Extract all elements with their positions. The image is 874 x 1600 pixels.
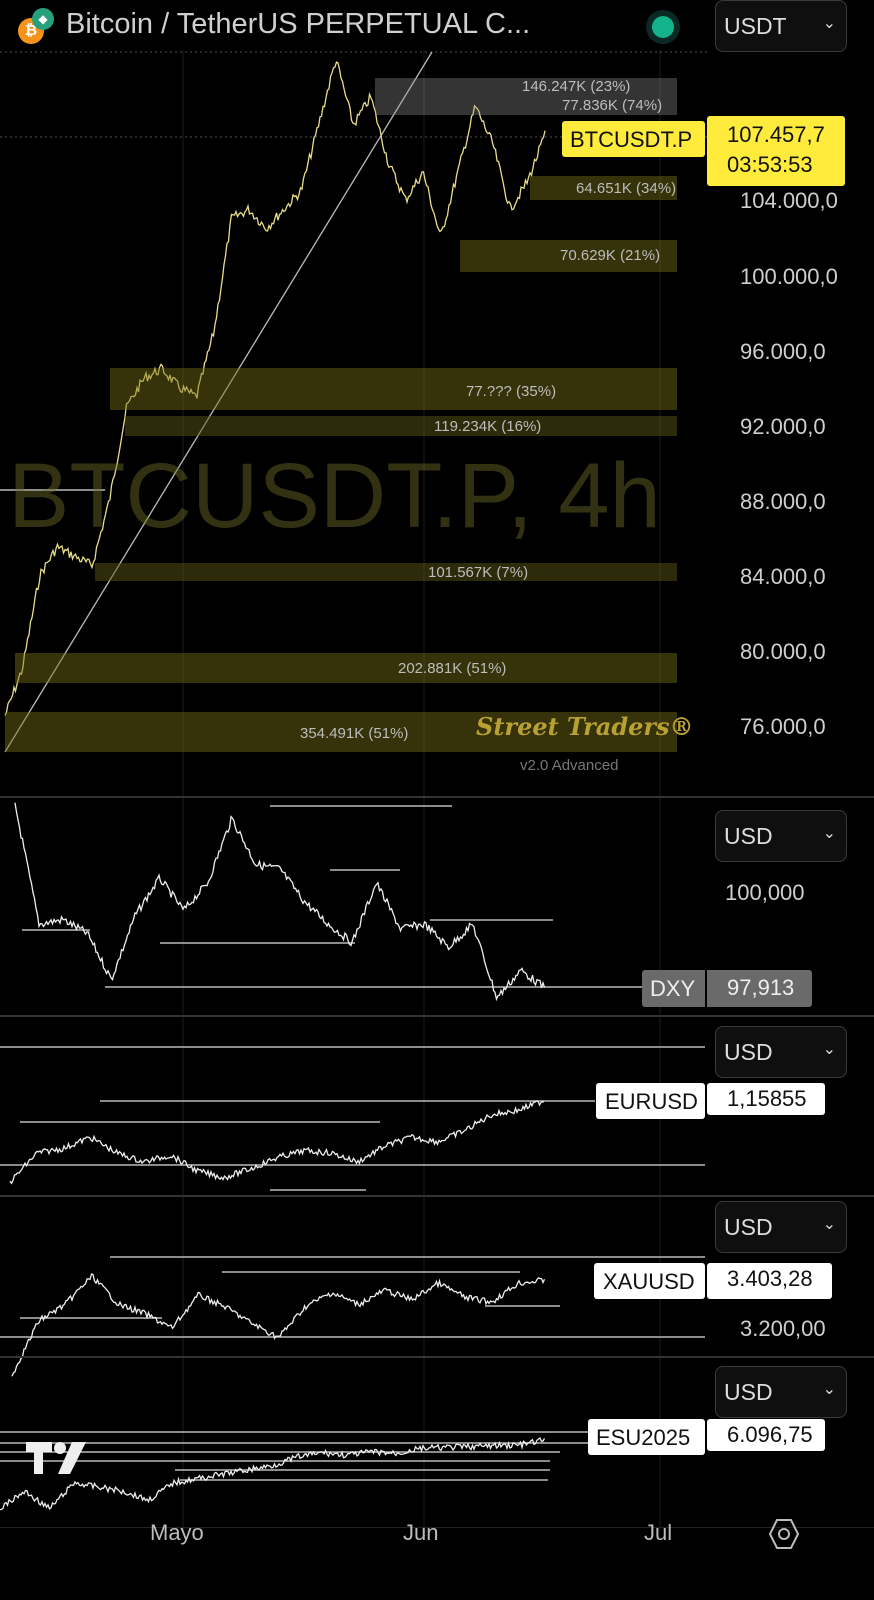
volume-zone <box>15 653 677 683</box>
price-axis-label: 88.000,0 <box>740 489 826 514</box>
currency-value: USD <box>724 1214 773 1240</box>
currency-select[interactable]: USD ⌄ <box>715 1201 847 1253</box>
zone-label: 354.491K (51%) <box>300 725 409 742</box>
version-label: v2.0 Advanced <box>520 757 619 774</box>
currency-value: USDT <box>724 13 787 39</box>
chevron-down-icon: ⌄ <box>822 825 836 842</box>
time-axis-label: Jul <box>644 1520 673 1545</box>
currency-value: USD <box>724 1379 773 1405</box>
settings-icon[interactable] <box>766 1516 802 1552</box>
time-axis-label: Mayo <box>150 1520 204 1545</box>
chevron-down-icon: ⌄ <box>822 1216 836 1233</box>
currency-value: USD <box>724 823 773 849</box>
symbol-tag: XAUUSD <box>594 1263 705 1299</box>
price-axis-label: 76.000,0 <box>740 714 826 739</box>
volume-zone <box>5 712 677 752</box>
symbol-tag: ESU2025 <box>588 1419 705 1455</box>
price-axis-label: 84.000,0 <box>740 564 826 589</box>
zone-label: 101.567K (7%) <box>428 564 529 581</box>
last-price-tag: 97,913 <box>707 970 812 1007</box>
last-price: 107.457,7 <box>727 122 825 147</box>
price-series-dxy <box>14 802 546 1002</box>
currency-value: USD <box>724 1039 773 1065</box>
symbol-tag: EURUSD <box>596 1083 705 1119</box>
zone-label: 64.651K (34%) <box>576 180 677 197</box>
zone-label: 70.629K (21%) <box>560 247 661 264</box>
grid <box>182 50 661 1530</box>
price-series-esu2025 <box>0 1437 546 1511</box>
last-price-tag: 107.457,7 03:53:53 <box>707 116 845 186</box>
pane-separator[interactable] <box>0 1195 874 1197</box>
currency-select[interactable]: USD ⌄ <box>715 1366 847 1418</box>
pane-separator[interactable] <box>0 796 874 798</box>
price-series-eurusd <box>9 1100 545 1185</box>
pane-separator[interactable] <box>0 1356 874 1358</box>
trend-line[interactable] <box>4 51 433 753</box>
currency-select[interactable]: USD ⌄ <box>715 1026 847 1078</box>
zone-label: 119.234K (16%) <box>434 418 542 435</box>
volume-zone <box>95 563 677 581</box>
price-series-btcusdtp <box>4 61 546 716</box>
zone-label: 146.247K (23%) <box>522 78 631 95</box>
bar-countdown: 03:53:53 <box>727 152 813 177</box>
zone-label: 77.??? (35%) <box>466 383 557 400</box>
currency-select[interactable]: USDT ⌄ <box>715 0 847 52</box>
price-axis-label: 3.200,00 <box>740 1316 826 1341</box>
price-axis-label: 100.000,0 <box>740 264 838 289</box>
chevron-down-icon: ⌄ <box>822 1041 836 1058</box>
last-price-tag: 1,15855 <box>707 1083 825 1115</box>
last-price-tag: 6.096,75 <box>707 1419 825 1451</box>
symbol-tag: DXY <box>642 970 705 1007</box>
volume-zone <box>125 416 677 436</box>
price-axis-label: 104.000,0 <box>740 188 838 213</box>
tradingview-logo <box>24 1440 88 1476</box>
time-axis-border <box>0 1527 874 1528</box>
market-status-icon <box>652 16 674 38</box>
zone-label: 202.881K (51%) <box>398 660 507 677</box>
price-axis-label: 80.000,0 <box>740 639 826 664</box>
volume-zone <box>110 368 677 410</box>
street-traders-logo: Street Traders® <box>476 712 694 741</box>
volume-zone <box>530 176 677 200</box>
pane-separator[interactable] <box>0 1015 874 1017</box>
price-axis-label: 92.000,0 <box>740 414 826 439</box>
symbol-title[interactable]: Bitcoin / TetherUS PERPETUAL C... <box>66 8 531 40</box>
zone-label: 77.836K (74%) <box>562 97 663 114</box>
symbol-watermark: BTCUSDT.P, 4h <box>8 445 661 547</box>
tether-icon: ◆ <box>32 8 54 30</box>
volume-zone <box>375 78 677 115</box>
price-series-xauusd <box>11 1273 546 1377</box>
symbol-tag: BTCUSDT.P <box>562 121 705 157</box>
chevron-down-icon: ⌄ <box>822 1381 836 1398</box>
currency-select[interactable]: USD ⌄ <box>715 810 847 862</box>
price-axis-label: 96.000,0 <box>740 339 826 364</box>
time-axis-label: Jun <box>403 1520 439 1545</box>
price-axis-label: 100,000 <box>725 880 805 905</box>
chevron-down-icon: ⌄ <box>822 15 836 32</box>
last-price-tag: 3.403,28 <box>707 1263 832 1299</box>
volume-zone <box>460 240 677 272</box>
